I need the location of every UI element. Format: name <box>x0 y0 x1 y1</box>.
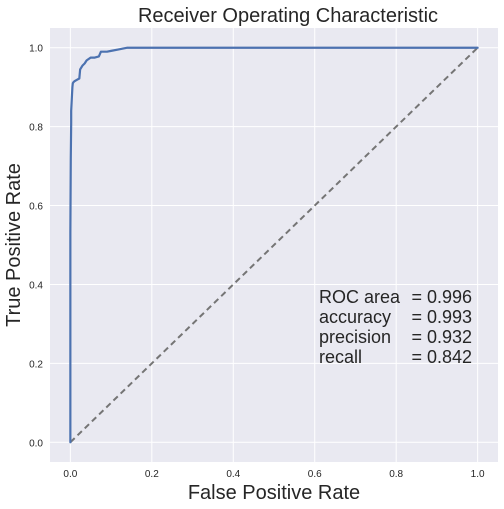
metric-label-precision: precision <box>319 327 391 347</box>
y-tick-labels: 0.0 0.2 0.4 0.6 0.8 1.0 <box>29 44 43 450</box>
x-tick-labels: 0.0 0.2 0.4 0.6 0.8 1.0 <box>63 469 485 480</box>
metric-label-roc-area: ROC area <box>319 287 401 307</box>
y-tick-label: 0.0 <box>29 438 43 449</box>
x-tick-label: 0.2 <box>145 469 159 480</box>
x-tick-label: 0.4 <box>226 469 240 480</box>
chart-title: Receiver Operating Characteristic <box>138 5 438 27</box>
metrics-annotation: ROC area = 0.996 accuracy = 0.993 precis… <box>319 287 472 367</box>
x-tick-label: 0.6 <box>308 469 322 480</box>
y-tick-label: 0.2 <box>29 359 43 370</box>
x-axis-label: False Positive Rate <box>188 482 360 504</box>
metric-label-recall: recall <box>319 347 362 367</box>
y-tick-label: 0.8 <box>29 123 43 134</box>
y-tick-label: 0.4 <box>29 280 43 291</box>
y-tick-label: 0.6 <box>29 202 43 213</box>
x-tick-label: 0.8 <box>389 469 403 480</box>
vertical-gridlines <box>69 28 479 462</box>
x-tick-label: 0.0 <box>63 469 77 480</box>
series-layer <box>69 46 479 444</box>
metric-value-precision: = 0.932 <box>411 327 472 347</box>
metric-label-accuracy: accuracy <box>319 307 391 327</box>
metric-value-accuracy: = 0.993 <box>411 307 472 327</box>
x-tick-label: 1.0 <box>471 469 485 480</box>
roc-curve <box>69 46 479 444</box>
y-tick-label: 1.0 <box>29 44 43 55</box>
chance-line <box>69 47 479 443</box>
y-axis-label: True Positive Rate <box>3 163 25 327</box>
metric-value-recall: = 0.842 <box>411 347 472 367</box>
plot-area <box>50 28 498 462</box>
metric-value-roc-area: = 0.996 <box>411 287 472 307</box>
